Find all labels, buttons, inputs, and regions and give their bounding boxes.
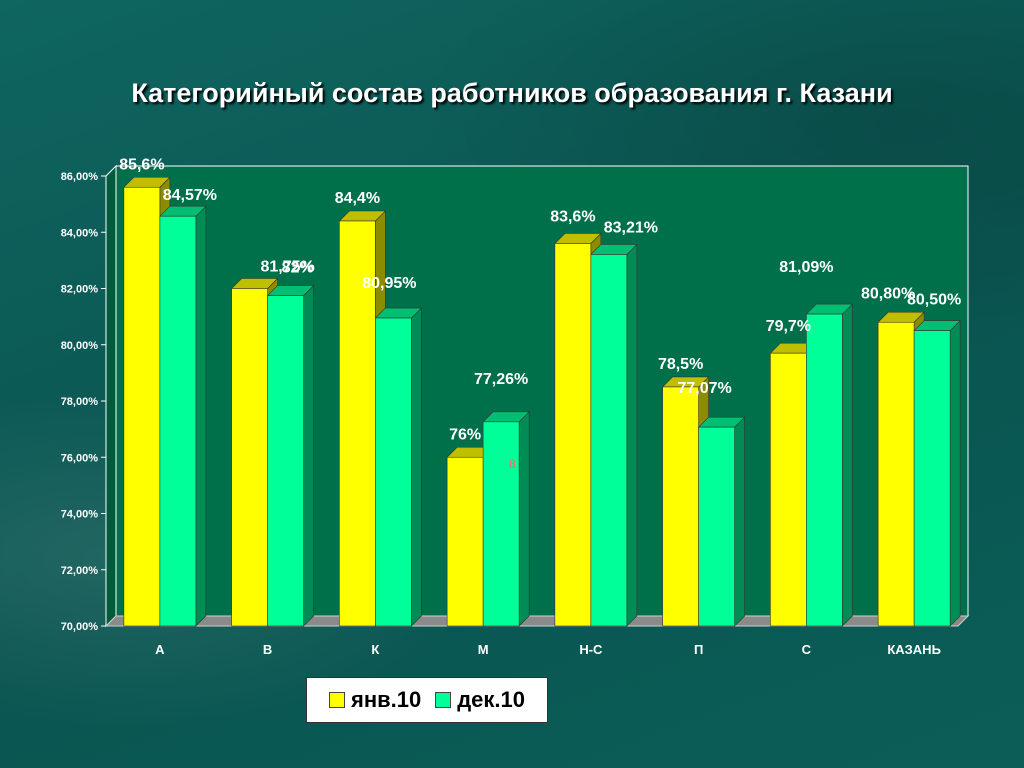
bar-dec-0 <box>159 205 207 627</box>
bar-dec-3 <box>482 411 530 627</box>
y-tick-label: 78,00% <box>61 396 99 408</box>
data-label: 81,75% <box>260 259 314 276</box>
bar-front <box>770 352 807 627</box>
bar-side <box>842 303 853 627</box>
bar-side <box>626 243 638 627</box>
legend-item-jan: янв.10 <box>328 687 422 713</box>
data-label: 80,80% <box>861 285 915 302</box>
bar-side <box>411 307 422 627</box>
bar-side <box>195 205 207 627</box>
y-tick-label: 74,00% <box>61 509 99 521</box>
y-tick-label: 80,00% <box>61 340 99 352</box>
x-tick-label: С <box>802 642 812 657</box>
x-tick-label: П <box>694 642 703 657</box>
x-tick-label: КАЗАНЬ <box>887 642 941 657</box>
chart-title: Категорийный состав работников образован… <box>131 78 893 108</box>
bar-front <box>159 215 197 627</box>
legend-swatch-dec <box>435 692 452 708</box>
bar-side <box>734 416 745 627</box>
bar-front <box>877 321 915 627</box>
y-tick-label: 82,00% <box>61 284 99 296</box>
data-labels: 85,6% 84,57% 82%81,75% 84,4% 80,95% 76% 77,26%… <box>119 156 961 443</box>
data-label: 84,57% <box>163 187 217 204</box>
x-tick-label: Н-С <box>579 642 603 657</box>
bar-front <box>267 295 304 627</box>
legend: янв.10 дек.10 <box>306 677 548 723</box>
bar-front <box>662 386 699 627</box>
bar-front <box>806 313 843 627</box>
bar-side <box>518 411 530 627</box>
y-tick-label: 72,00% <box>61 565 99 577</box>
legend-swatch-jan <box>328 692 345 708</box>
bar-front <box>482 421 520 627</box>
legend-item-dec: дек.10 <box>435 687 525 713</box>
x-axis: А В К М Н-С П С КАЗАНЬ <box>155 642 941 657</box>
bars <box>123 176 961 627</box>
data-label: 76% <box>449 426 481 443</box>
plot-side-wall <box>105 164 117 628</box>
data-label: 82% <box>282 260 314 277</box>
bar-front <box>446 456 484 627</box>
bar-front <box>375 317 412 627</box>
x-tick-label: М <box>478 642 489 657</box>
stray-mark: 8 <box>509 457 516 471</box>
bar-front <box>231 288 268 627</box>
bar-front <box>554 243 592 627</box>
bar-front <box>339 220 376 627</box>
bar-front <box>590 254 628 627</box>
data-label: 83,21% <box>604 219 658 236</box>
y-tick-label: 76,00% <box>61 452 99 464</box>
data-label: 77,07% <box>677 380 731 397</box>
bar-dec-2 <box>374 307 423 627</box>
data-label: 85,6% <box>119 156 164 173</box>
y-tick-label: 86,00% <box>61 171 99 183</box>
data-label: 83,6% <box>550 209 595 226</box>
bar-dec-1 <box>266 284 315 627</box>
bar-dec-6 <box>805 303 854 627</box>
bar-front <box>698 426 735 627</box>
data-label: 80,95% <box>362 275 416 292</box>
bar-front <box>913 330 951 627</box>
legend-label-dec: дек.10 <box>457 687 526 712</box>
data-label: 80,50% <box>907 292 961 309</box>
data-label: 77,26% <box>474 371 528 388</box>
bar-side <box>949 319 961 627</box>
bar-dec-4 <box>590 243 638 627</box>
bar-side <box>303 284 314 627</box>
bar-dec-5 <box>697 416 746 627</box>
x-tick-label: А <box>155 642 165 657</box>
y-tick-label: 84,00% <box>61 227 99 239</box>
bar-front <box>123 186 161 627</box>
legend-label-jan: янв.10 <box>350 687 422 712</box>
data-label: 78,5% <box>658 356 703 373</box>
bar-dec-7 <box>913 319 961 627</box>
x-tick-label: В <box>263 642 272 657</box>
y-tick-label: 70,00% <box>61 621 99 633</box>
data-label: 84,4% <box>335 190 380 207</box>
data-label: 81,09% <box>779 259 833 276</box>
y-axis: 70,00% 72,00% 74,00% 76,00% 78,00% 80,00% 82,0… <box>61 171 106 633</box>
data-label: 79,7% <box>766 318 811 335</box>
x-tick-label: К <box>371 642 379 657</box>
